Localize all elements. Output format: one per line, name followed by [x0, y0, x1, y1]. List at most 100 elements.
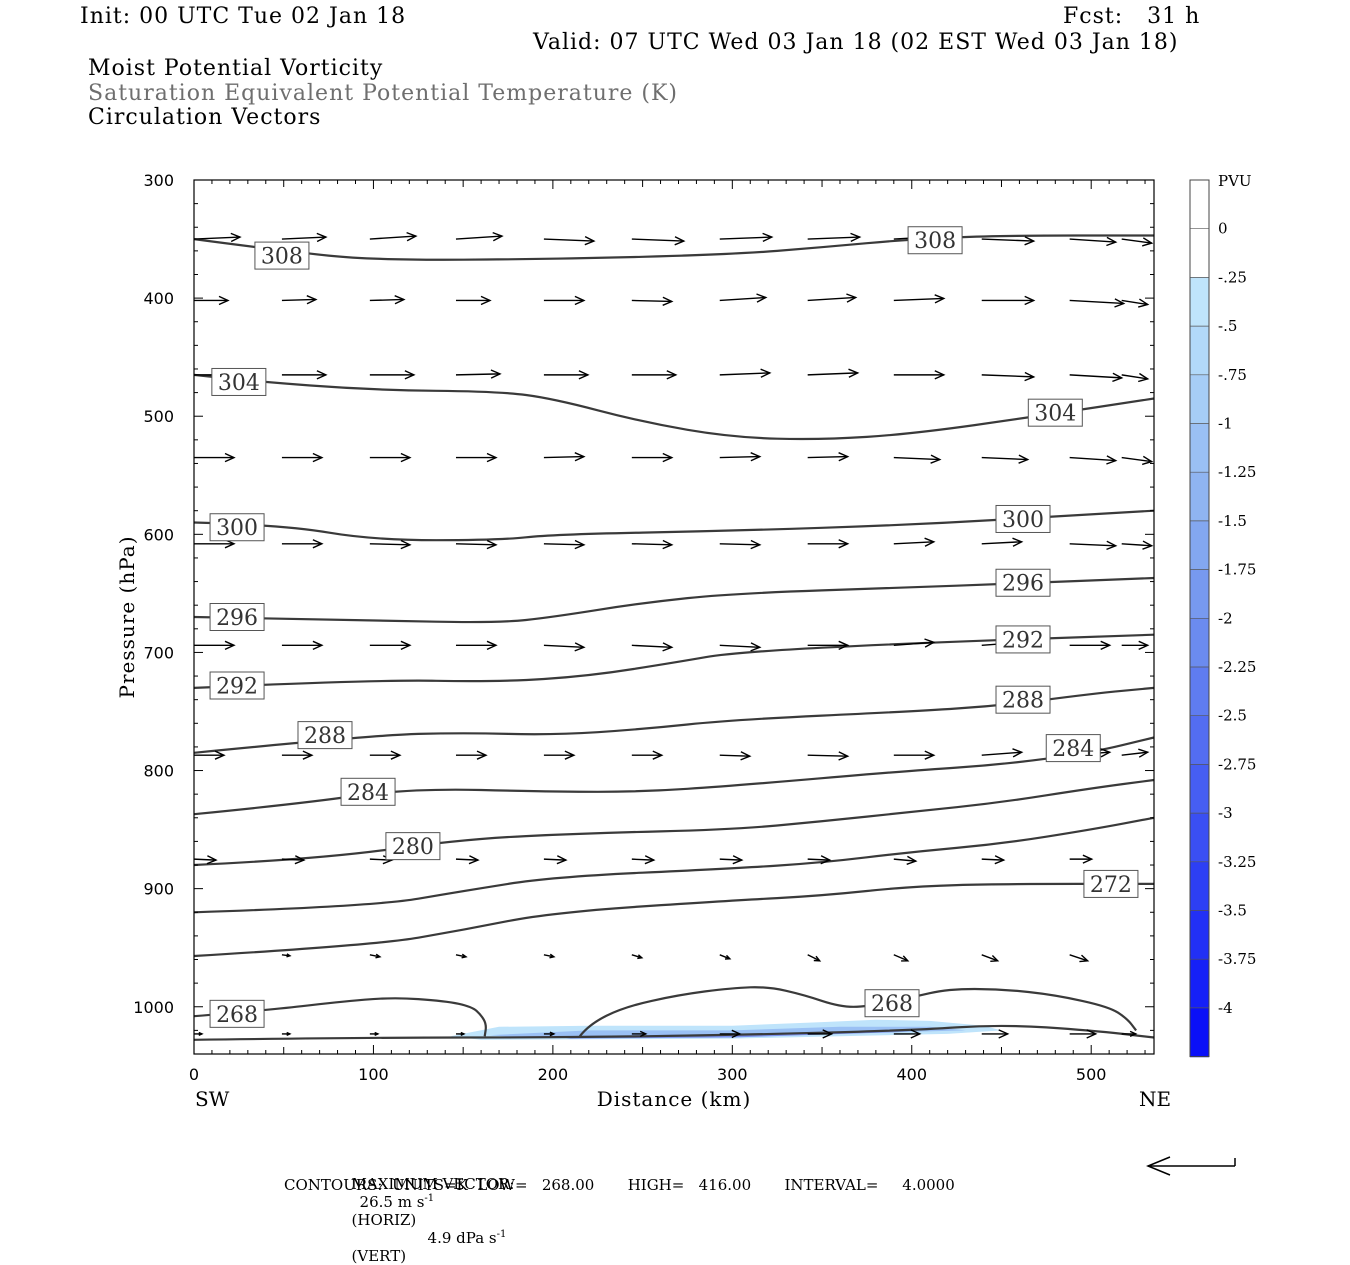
colorbar: PVU 0 -.25 -.5 -.75 -1 -1.25 -1.5 -1.75 -2 -2.25 -2… [1189, 172, 1256, 1058]
vector-shaft [631, 543, 672, 546]
circulation-vector [631, 452, 674, 463]
circulation-vector [807, 232, 862, 243]
circulation-vector [281, 855, 306, 865]
mpv-shade-1 [490, 1026, 966, 1038]
vector-head [302, 750, 314, 760]
vector-head [846, 293, 858, 303]
vector-head [750, 539, 762, 550]
vector-head [1142, 540, 1154, 550]
colorbar-label: -4 [1218, 999, 1233, 1017]
circulation-vector [631, 642, 674, 652]
colorbar-label: -1 [1218, 415, 1233, 433]
circulation-vector [1069, 854, 1094, 864]
max-vector-vert: 4.9 dPa s-1 [427, 1229, 507, 1247]
x-tick-label: 200 [538, 1065, 569, 1084]
colorbar-label: -2 [1218, 609, 1233, 627]
vector-head [375, 953, 382, 959]
circulation-vector [455, 953, 468, 959]
circulation-vector [455, 295, 492, 306]
circulation-vector [281, 1031, 292, 1037]
colorbar-cell [1190, 423, 1209, 473]
contour-label-box [1083, 869, 1139, 898]
circulation-vector [807, 954, 822, 962]
vector-shaft [1121, 543, 1152, 547]
circulation-vector [543, 370, 590, 380]
y-tick-label: 1000 [133, 998, 174, 1017]
colorbar-label: -3.75 [1218, 950, 1256, 968]
vector-head [316, 370, 328, 380]
circulation-vector [631, 296, 674, 306]
vector-head [584, 235, 596, 246]
circulation-vector [631, 1030, 648, 1038]
vector-head [206, 855, 218, 865]
vector-head [910, 1029, 922, 1039]
colorbar-label: -.5 [1218, 317, 1237, 335]
vector-shaft [719, 858, 742, 861]
x-tick-label: 100 [358, 1065, 389, 1084]
colorbar-label: -3.25 [1218, 853, 1256, 871]
vector-shaft [1121, 238, 1152, 244]
y-tick-label: 500 [143, 407, 174, 426]
contour-label-292: 292 [995, 625, 1051, 654]
circulation-vector [981, 454, 1030, 464]
vector-head [662, 296, 674, 306]
vector-head [492, 231, 504, 242]
vector-head [406, 231, 418, 242]
colorbar-label: -2.25 [1218, 658, 1256, 676]
circulation-vector [543, 1031, 556, 1037]
vector-head [838, 640, 850, 651]
vector-head [400, 539, 412, 550]
vector-shaft [455, 373, 500, 376]
contour-label-text: 268 [871, 992, 913, 1017]
vector-head [924, 638, 936, 648]
vector-head [490, 369, 502, 379]
circulation-vector [1121, 237, 1154, 247]
vector-head [1106, 455, 1118, 465]
vector-shaft [1121, 456, 1152, 463]
colorbar-cell [1190, 813, 1209, 863]
vector-head [724, 954, 732, 960]
vector-head [1012, 537, 1024, 547]
circulation-vector [455, 231, 504, 242]
vector-shaft [193, 236, 241, 240]
vector-head [930, 454, 942, 464]
vector-shaft [981, 374, 1034, 378]
vector-shaft [719, 455, 760, 459]
vector-shaft [369, 298, 404, 302]
colorbar-cell [1190, 715, 1209, 765]
y-tick-label: 300 [143, 171, 174, 190]
circulation-vector [369, 452, 412, 463]
vector-shaft [981, 751, 1022, 756]
vector-head [662, 452, 674, 463]
circulation-vector [455, 539, 498, 550]
circulation-vector [719, 232, 774, 243]
y-tick-label: 800 [143, 762, 174, 781]
colorbar-cell [1190, 472, 1209, 522]
circulation-vector [369, 1031, 380, 1037]
vector-head [637, 954, 644, 960]
circulation-vector [194, 640, 236, 651]
contour-label-text: 304 [218, 371, 260, 396]
contour-labels-layer: 308 308 304 304 300 300 296 296 292 292 288 288 284 2… [209, 226, 1139, 1028]
circulation-vector [1121, 748, 1150, 758]
vector-head [906, 855, 918, 865]
max-vector-footer: MAXIMUM VECTOR: 26.5 m s-1 (HORIZ) 4.9 d… [342, 1157, 515, 1265]
vector-shaft [543, 455, 584, 459]
circulation-vector [455, 855, 480, 865]
vector-head [312, 539, 324, 549]
contour-label-text: 292 [216, 675, 258, 700]
contour-label-text: 268 [216, 1003, 258, 1028]
vector-shaft [281, 298, 316, 302]
vector-head [732, 855, 744, 865]
vector-head [1082, 854, 1094, 864]
contour-label-280: 280 [385, 832, 441, 861]
vector-head [549, 1031, 556, 1037]
contour-label-box [254, 241, 310, 270]
vector-head [218, 295, 230, 306]
vector-shaft [719, 543, 760, 546]
circulation-vector [281, 539, 324, 549]
theta-es-contour-292-4 [193, 633, 1155, 689]
circulation-vector [281, 370, 328, 380]
max-vector-horiz-unit: (HORIZ) [351, 1211, 417, 1229]
theta-es-contour-296-3 [193, 576, 1155, 624]
